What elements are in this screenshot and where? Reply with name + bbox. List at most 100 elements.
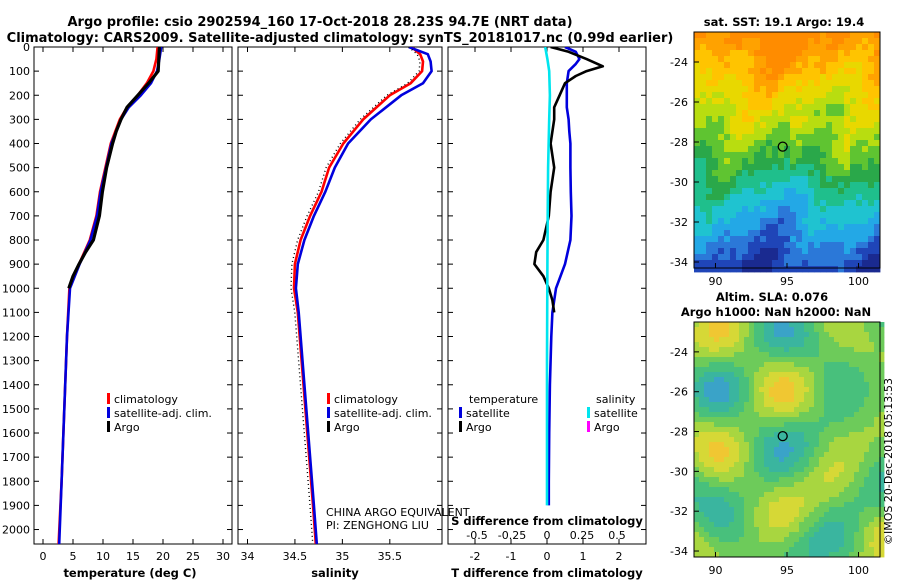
map-cell [832, 56, 839, 63]
map-cell [814, 397, 820, 403]
map-cell [760, 188, 767, 195]
map-cell [859, 547, 865, 553]
map-cell [809, 407, 815, 413]
map-cell [794, 382, 800, 388]
map-cell [724, 367, 730, 373]
map-cell [704, 512, 710, 518]
map-cell [796, 32, 803, 39]
map-cell [844, 462, 850, 468]
map-cell [704, 472, 710, 478]
map-cell [789, 462, 795, 468]
map-cell [799, 487, 805, 493]
map-cell [778, 164, 785, 171]
map-cell [754, 218, 761, 225]
map-cell [859, 487, 865, 493]
map-cell [760, 128, 767, 135]
map-cell [868, 146, 875, 153]
map-cell [736, 254, 743, 261]
map-cell [748, 224, 755, 231]
map-cell [826, 68, 833, 75]
map-cell [724, 437, 730, 443]
map-cell [790, 188, 797, 195]
map-cell [772, 68, 779, 75]
map-cell [874, 342, 880, 348]
map-cell [874, 56, 881, 63]
map-cell [826, 164, 833, 171]
map-cell [736, 242, 743, 249]
map-cell [694, 542, 700, 548]
map-cell [779, 502, 785, 508]
map-cell [769, 412, 775, 418]
map-cell [759, 337, 765, 343]
map-cell [799, 482, 805, 488]
map-cell [859, 382, 865, 388]
map-cell [864, 472, 870, 478]
map-cell [754, 422, 760, 428]
map-cell [742, 224, 749, 231]
map-cell [868, 224, 875, 231]
map-cell [749, 497, 755, 503]
map-cell [802, 182, 809, 189]
map-cell [779, 512, 785, 518]
map-cell [766, 188, 773, 195]
map-cell [748, 38, 755, 45]
map-cell [742, 200, 749, 207]
map-cell [808, 230, 815, 237]
map-cell [820, 128, 827, 135]
map-cell [794, 537, 800, 543]
map-cell [839, 352, 845, 358]
map-cell [694, 337, 700, 343]
map-cell [808, 218, 815, 225]
map-cell [742, 146, 749, 153]
map-cell [759, 547, 765, 553]
map-cell [814, 357, 820, 363]
map-cell [814, 322, 820, 328]
map-cell [826, 260, 833, 267]
map-cell [784, 447, 790, 453]
map-cell [856, 266, 863, 273]
map-cell [694, 74, 701, 81]
map-cell [832, 74, 839, 81]
map-cell [760, 224, 767, 231]
map-cell [739, 472, 745, 478]
map-cell [744, 407, 750, 413]
map-cell [829, 412, 835, 418]
map-cell [714, 352, 720, 358]
map-cell [844, 502, 850, 508]
map-cell [839, 322, 845, 328]
map-cell [709, 352, 715, 358]
map-cell [779, 542, 785, 548]
map-cell [739, 322, 745, 328]
map-cell [784, 254, 791, 261]
map-cell [694, 352, 700, 358]
map-cell [724, 492, 730, 498]
map-cell [804, 442, 810, 448]
legend-argo-swatch [107, 421, 110, 432]
map-cell [838, 74, 845, 81]
map-cell [802, 92, 809, 99]
map-cell [874, 212, 881, 219]
map-cell [769, 397, 775, 403]
map-cell [839, 392, 845, 398]
map-cell [826, 50, 833, 57]
map-cell [736, 200, 743, 207]
map-cell [864, 547, 870, 553]
map-cell [742, 152, 749, 159]
map-cell [739, 482, 745, 488]
map-cell [879, 507, 885, 513]
map-cell [748, 152, 755, 159]
map-cell [832, 176, 839, 183]
map-cell [759, 527, 765, 533]
map-cell [839, 502, 845, 508]
map-cell [856, 230, 863, 237]
map-cell [724, 206, 731, 213]
map-cell [849, 527, 855, 533]
map-cell [754, 254, 761, 261]
map-cell [699, 372, 705, 378]
map-cell [706, 170, 713, 177]
map-cell [748, 188, 755, 195]
map-cell [802, 86, 809, 93]
map-cell [814, 532, 820, 538]
map-cell [879, 547, 885, 553]
map-cell [808, 134, 815, 141]
